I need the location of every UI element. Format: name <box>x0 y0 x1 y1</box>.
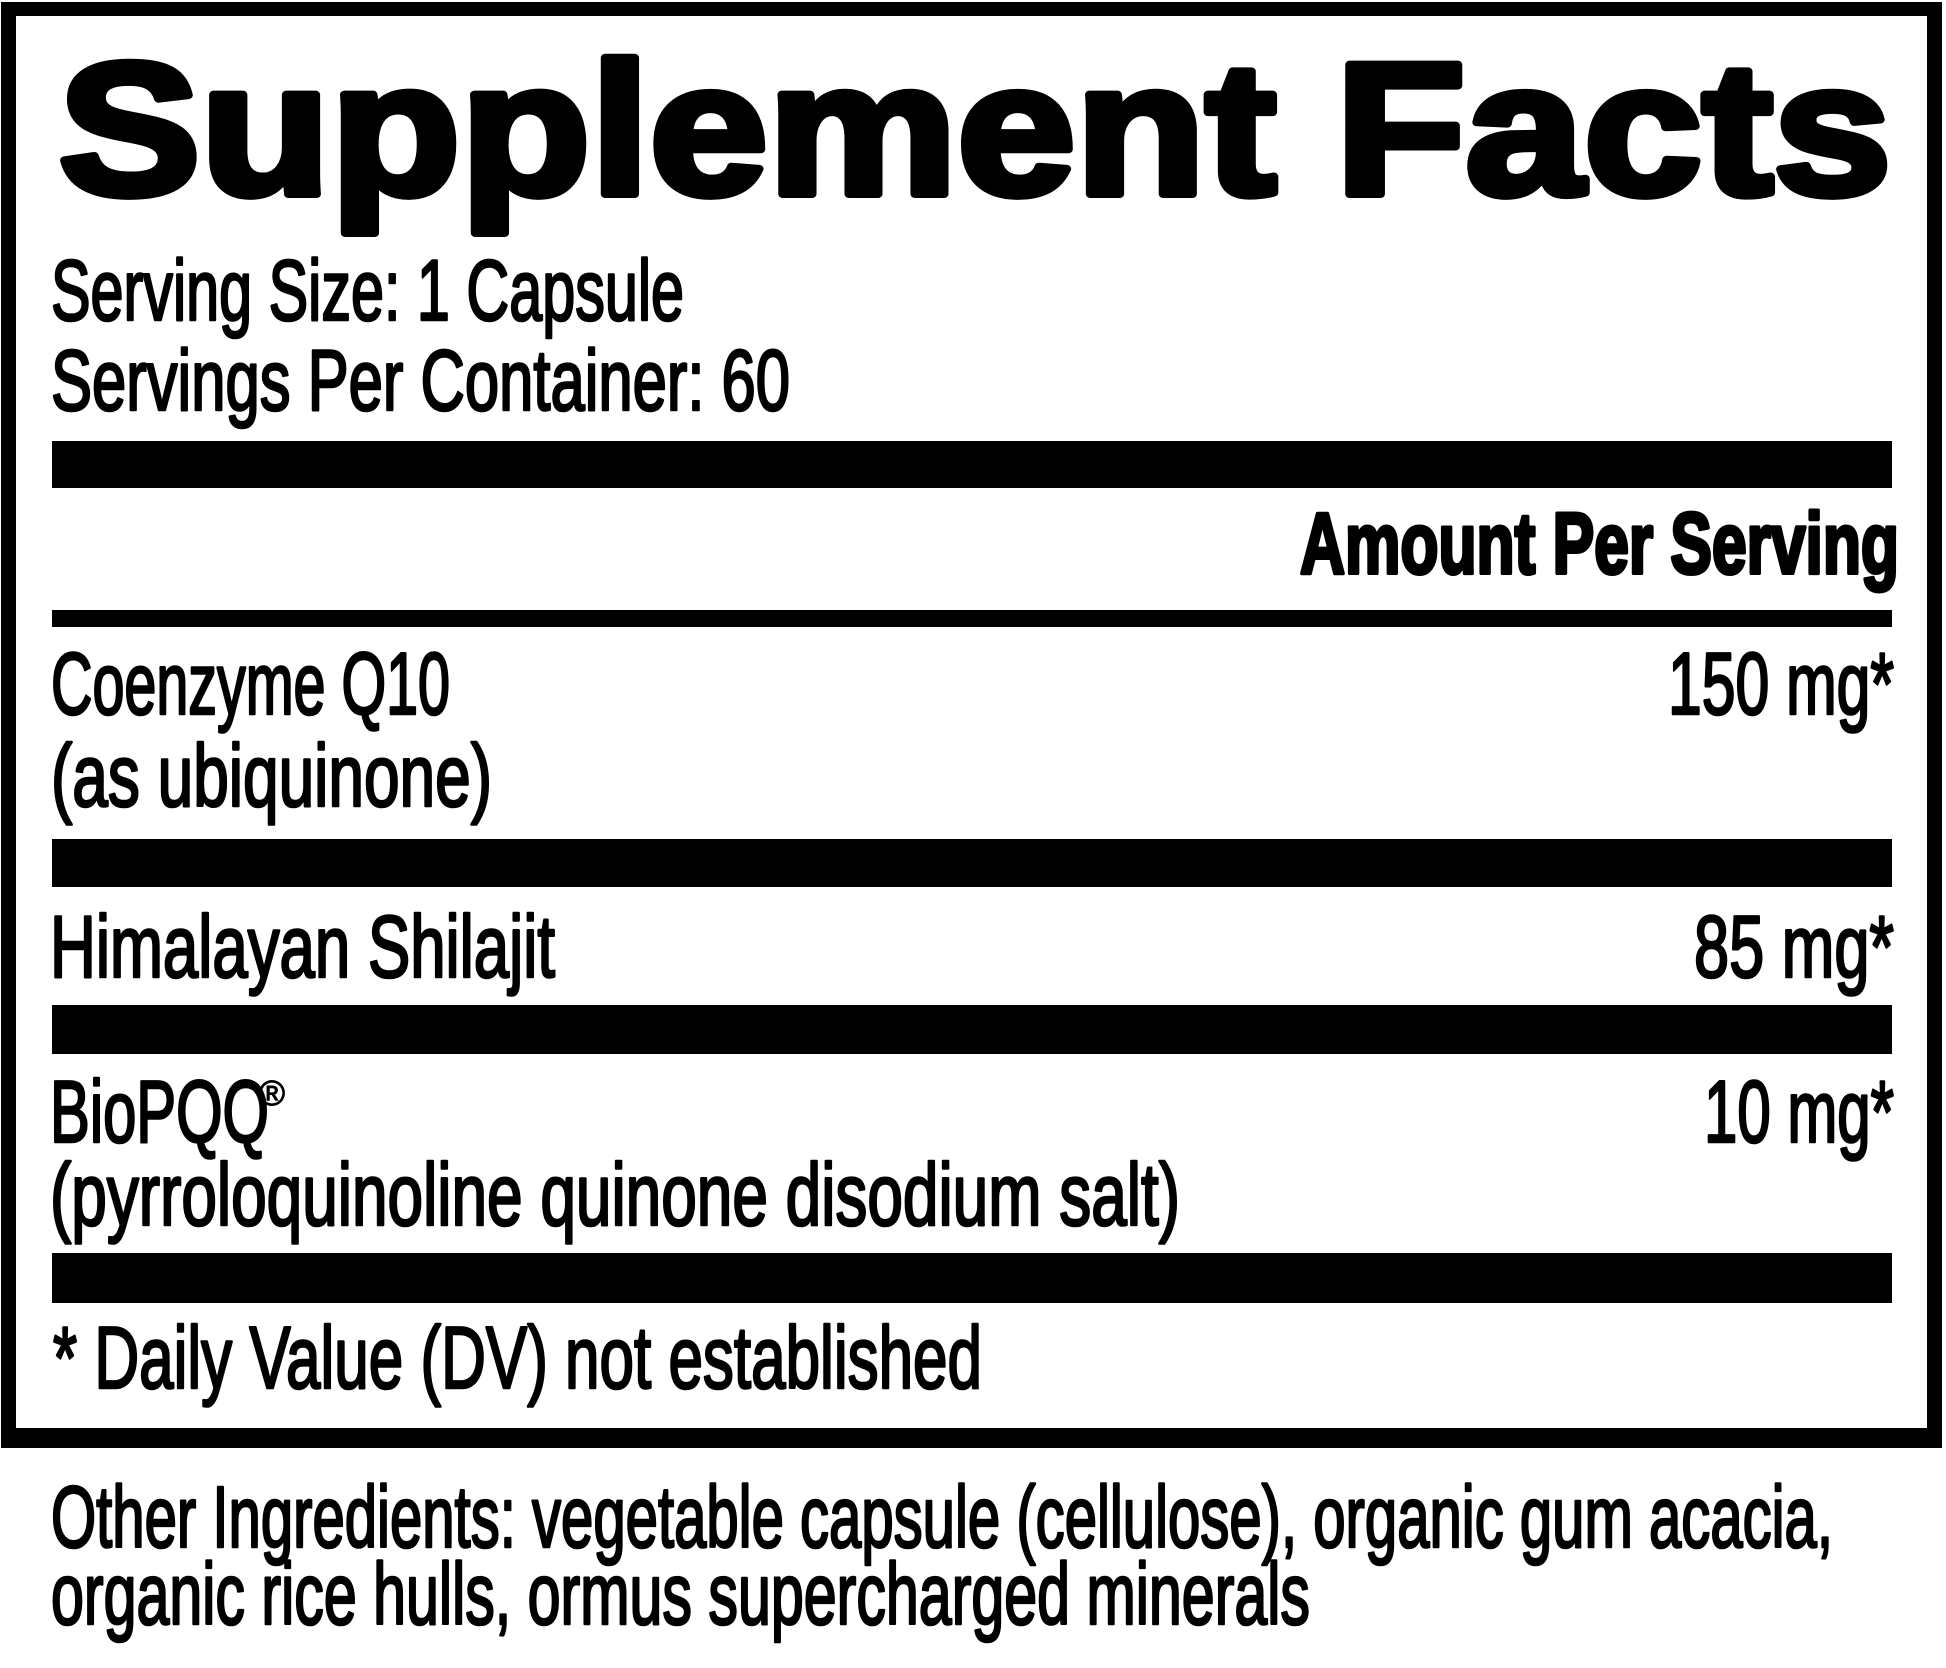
svg-text:organic rice hulls, ormus supe: organic rice hulls, ormus supercharged m… <box>51 1546 1310 1643</box>
svg-text:Other Ingredients: vegetable c: Other Ingredients: vegetable capsule (ce… <box>51 1469 1833 1566</box>
svg-text:Coenzyme Q10: Coenzyme Q10 <box>51 634 450 733</box>
svg-text:* Daily Value (DV) not establi: * Daily Value (DV) not established <box>53 1308 982 1407</box>
svg-text:Servings Per Container: 60: Servings Per Container: 60 <box>51 333 790 429</box>
svg-text:Amount Per Serving: Amount Per Serving <box>1300 496 1899 592</box>
svg-text:150 mg*: 150 mg* <box>1668 634 1894 733</box>
svg-text:(as ubiquinone): (as ubiquinone) <box>51 726 492 825</box>
svg-text:®: ® <box>259 1074 285 1113</box>
svg-text:BioPQQ: BioPQQ <box>50 1062 269 1161</box>
svg-text:10 mg*: 10 mg* <box>1704 1062 1894 1161</box>
svg-text:Himalayan Shilajit: Himalayan Shilajit <box>50 897 555 996</box>
svg-text:Serving Size: 1 Capsule: Serving Size: 1 Capsule <box>51 243 684 339</box>
svg-text:Supplement Facts: Supplement Facts <box>59 24 1892 234</box>
svg-text:85 mg*: 85 mg* <box>1694 897 1894 996</box>
svg-text:(pyrroloquinoline quinone diso: (pyrroloquinoline quinone disodium salt) <box>50 1145 1180 1244</box>
